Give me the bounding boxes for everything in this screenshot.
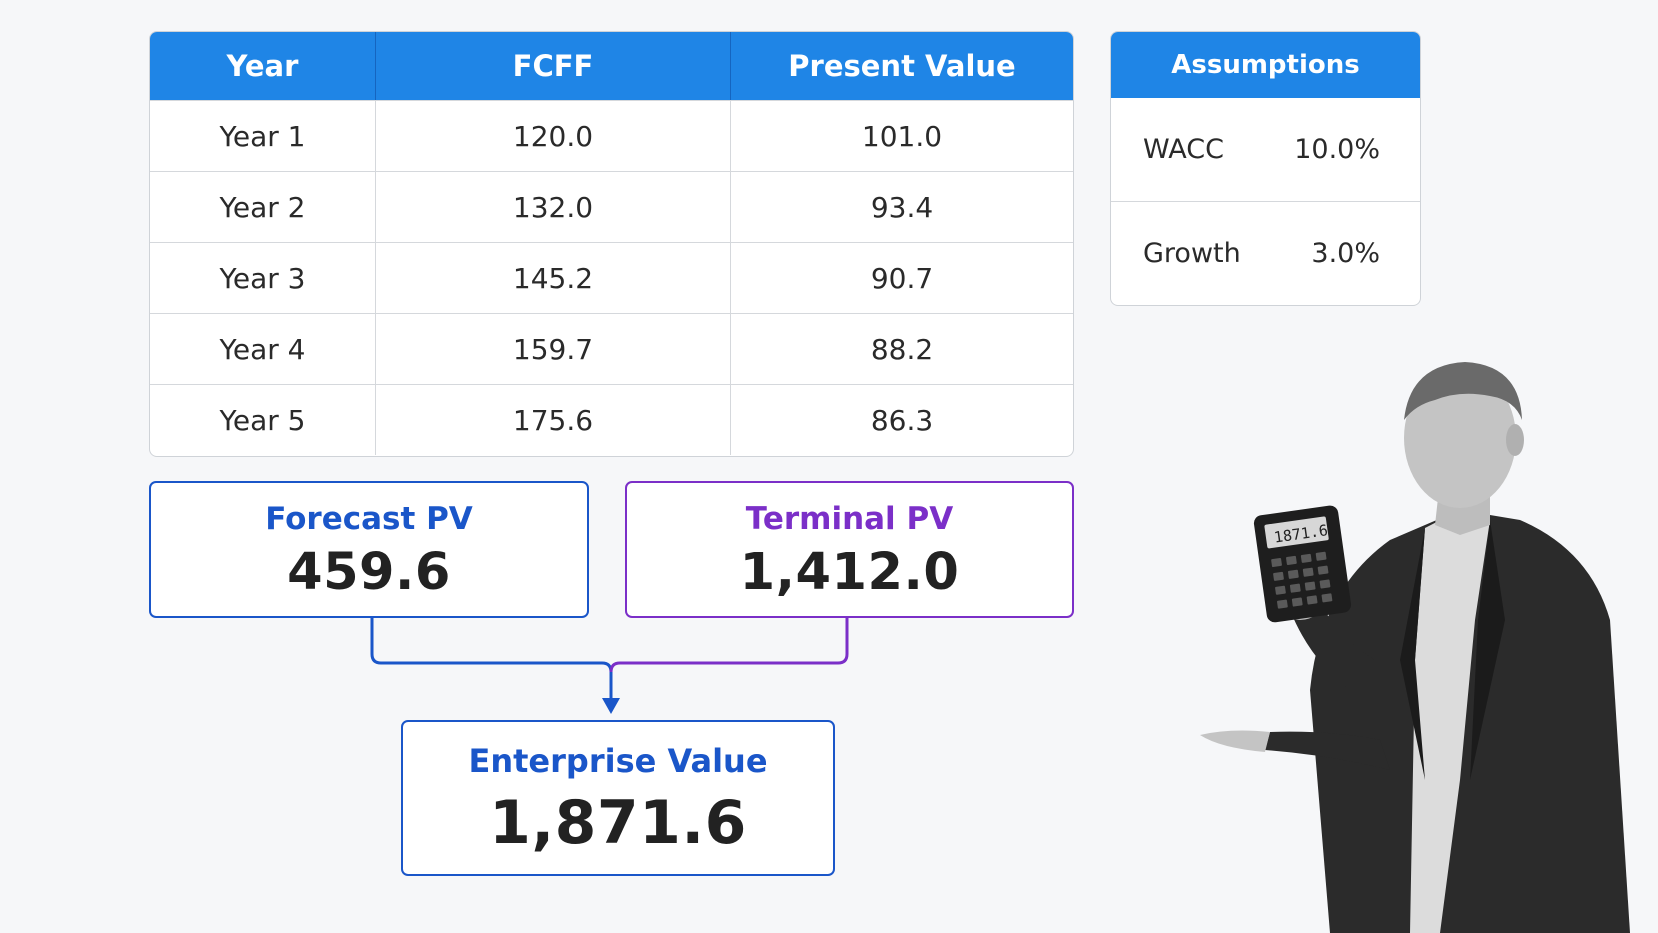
column-header-year: Year <box>150 32 376 100</box>
terminal-connector <box>609 618 849 673</box>
table-row: Year 2 132.0 93.4 <box>150 171 1073 242</box>
assumptions-panel: Assumptions WACC 10.0% Growth 3.0% <box>1110 31 1421 306</box>
forecast-pv-box: Forecast PV 459.6 <box>149 481 589 618</box>
column-header-fcff: FCFF <box>376 32 731 100</box>
assumption-row-growth: Growth 3.0% <box>1111 201 1420 304</box>
year-cell: Year 5 <box>150 385 376 455</box>
fcff-cell: 120.0 <box>376 101 731 171</box>
column-header-present-value: Present Value <box>788 49 1016 83</box>
year-cell: Year 1 <box>150 101 376 171</box>
forecast-pv-label: Forecast PV <box>265 501 473 537</box>
assumption-row-wacc: WACC 10.0% <box>1111 98 1420 201</box>
assumptions-title: Assumptions <box>1111 32 1420 98</box>
year-cell: Year 4 <box>150 314 376 384</box>
enterprise-value-label: Enterprise Value <box>468 742 768 780</box>
present-value-cell: 86.3 <box>870 403 934 437</box>
table-row: Year 5 175.6 86.3 <box>150 384 1073 455</box>
fcff-cell: 159.7 <box>376 314 731 384</box>
fcff-table: Year FCFF Present Value Year 1 120.0 101… <box>149 31 1074 457</box>
table-row: Year 1 120.0 101.0 <box>150 100 1073 171</box>
arrow-down-icon <box>602 698 620 714</box>
fcff-cell: 175.6 <box>376 385 731 455</box>
year-cell: Year 2 <box>150 172 376 242</box>
table-row: Year 4 159.7 88.2 <box>150 313 1073 384</box>
present-value-cell: 93.4 <box>870 190 934 224</box>
fcff-cell: 145.2 <box>376 243 731 313</box>
year-cell: Year 3 <box>150 243 376 313</box>
enterprise-value-box: Enterprise Value 1,871.6 <box>401 720 835 876</box>
table-row: Year 3 145.2 90.7 <box>150 242 1073 313</box>
table-header-row: Year FCFF Present Value <box>150 32 1073 100</box>
forecast-connector <box>370 618 613 705</box>
forecast-pv-value: 459.6 <box>287 543 451 602</box>
assumption-label: Growth <box>1143 237 1241 269</box>
present-value-cell: 88.2 <box>870 332 934 366</box>
assumption-label: WACC <box>1143 134 1224 165</box>
calculator-icon: 1871.6 <box>1253 505 1352 623</box>
terminal-pv-box: Terminal PV 1,412.0 <box>625 481 1074 618</box>
terminal-pv-value: 1,412.0 <box>739 543 960 602</box>
present-value-cell: 90.7 <box>870 261 934 295</box>
assumption-value: 10.0% <box>1294 134 1380 165</box>
presenter-illustration: 1871.6 <box>1200 362 1630 933</box>
present-value-cell: 101.0 <box>861 119 943 153</box>
assumption-value: 3.0% <box>1311 237 1380 269</box>
fcff-cell: 132.0 <box>376 172 731 242</box>
enterprise-value-value: 1,871.6 <box>489 788 747 858</box>
terminal-pv-label: Terminal PV <box>745 501 954 537</box>
